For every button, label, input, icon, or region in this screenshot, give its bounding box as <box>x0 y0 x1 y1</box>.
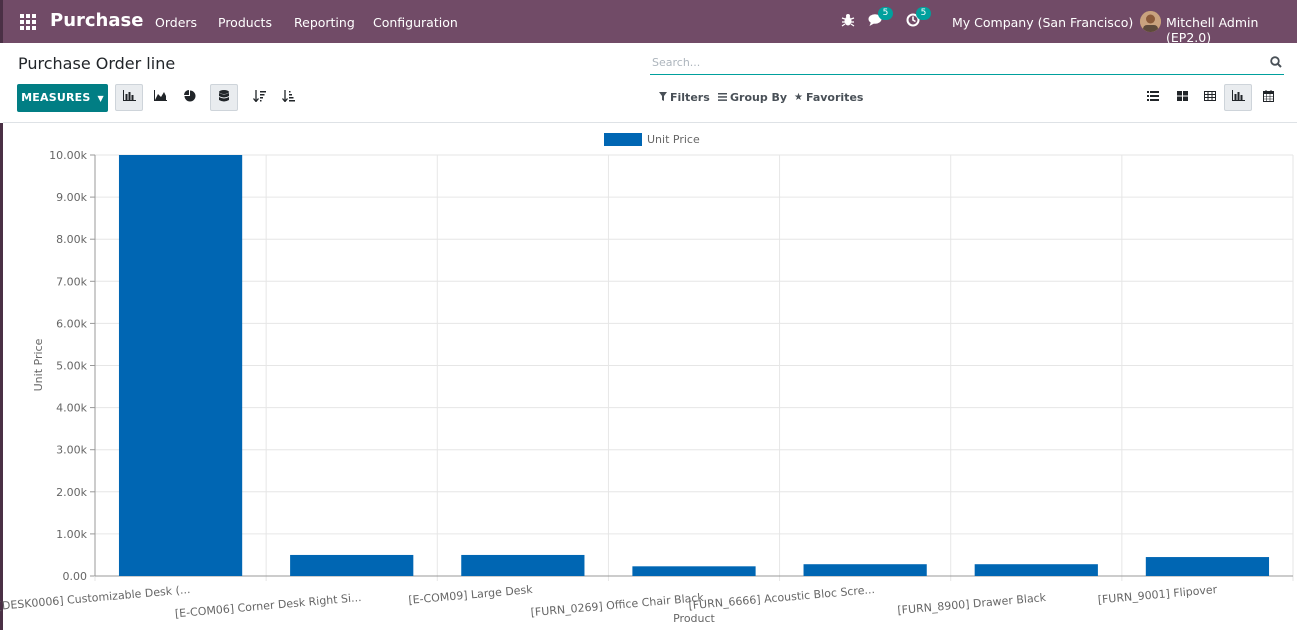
y-tick-label: 4.00k <box>56 402 87 415</box>
area-chart-icon <box>153 90 167 105</box>
database-stack-icon <box>219 89 229 106</box>
kanban-view-icon <box>1176 90 1188 105</box>
y-tick-label: 2.00k <box>56 486 87 499</box>
activities-badge: 5 <box>916 7 931 20</box>
chart-bar[interactable] <box>1145 557 1270 576</box>
chart-bar[interactable] <box>974 564 1098 576</box>
user-avatar[interactable] <box>1140 11 1161 32</box>
debug-bug-icon[interactable] <box>841 13 859 31</box>
caret-down-icon: ▼ <box>97 94 104 103</box>
x-tick-label: [FURN_6666] Acoustic Bloc Scre... <box>688 583 875 612</box>
pie-chart-mode-button[interactable] <box>176 84 204 111</box>
user-menu[interactable]: Mitchell Admin (EP2.0) <box>1166 15 1259 45</box>
x-tick-label: [DESK0006] Customizable Desk (... <box>0 583 191 613</box>
bar-chart-mode-button[interactable] <box>115 84 143 111</box>
app-menu-grid-icon[interactable] <box>20 14 36 30</box>
line-chart-mode-button[interactable] <box>146 84 174 111</box>
menu-orders[interactable]: Orders <box>155 15 198 30</box>
menu-products[interactable]: Products <box>218 15 272 30</box>
search-input[interactable] <box>650 52 1252 72</box>
y-tick-label: 5.00k <box>56 360 87 373</box>
bar-chart: 0.00 1.00k 2.00k 3.00k 4.00k 5.00k 6.00k 7.00k 8… <box>0 133 1294 625</box>
activities-clock-icon[interactable]: 5 <box>906 7 931 31</box>
messages-chat-icon[interactable]: 5 <box>868 7 893 31</box>
page-title: Purchase Order line <box>18 54 176 73</box>
sort-amount-desc-icon <box>252 89 266 106</box>
star-icon: ★ <box>794 92 803 103</box>
search-icon[interactable] <box>1270 56 1282 68</box>
x-tick-label: [FURN_8900] Drawer Black <box>897 591 1047 617</box>
bar-chart-icon <box>122 90 136 105</box>
stacked-toggle-button[interactable] <box>210 84 238 111</box>
y-tick-label: 3.00k <box>56 444 87 457</box>
app-brand[interactable]: Purchase <box>50 10 144 31</box>
pivot-view-button[interactable] <box>1196 84 1224 111</box>
y-axis-title: Unit Price <box>32 338 45 391</box>
menu-configuration[interactable]: Configuration <box>373 15 458 30</box>
chart-bar[interactable] <box>803 564 927 576</box>
groupby-label: Group By <box>730 91 788 104</box>
list-view-button[interactable] <box>1139 84 1167 111</box>
messages-badge: 5 <box>878 7 893 20</box>
sort-amount-asc-icon <box>281 89 295 106</box>
y-tick-label: 8.00k <box>56 233 87 246</box>
company-switcher[interactable]: My Company (San Francisco) <box>952 15 1134 30</box>
graph-view-button[interactable] <box>1224 84 1252 111</box>
sort-descending-button[interactable] <box>245 84 273 111</box>
favorites-dropdown[interactable]: ★ Favorites <box>794 91 863 104</box>
x-tick-label: [FURN_9001] Flipover <box>1097 583 1218 606</box>
y-tick-label: 10.00k <box>49 149 87 162</box>
chart-bar[interactable] <box>461 554 585 576</box>
filters-label: Filters <box>670 91 710 104</box>
graph-view-icon <box>1231 90 1245 105</box>
groupby-dropdown[interactable]: Group By <box>718 91 787 104</box>
top-navbar: Purchase Orders Products Reporting Confi… <box>0 0 1297 45</box>
pivot-table-icon <box>1204 90 1216 105</box>
search-bar <box>650 52 1284 75</box>
menu-reporting[interactable]: Reporting <box>294 15 355 30</box>
legend-swatch[interactable] <box>604 133 642 146</box>
control-panel-divider <box>3 122 1297 123</box>
filters-dropdown[interactable]: Filters <box>659 91 710 104</box>
sort-ascending-button[interactable] <box>274 84 302 111</box>
kanban-view-button[interactable] <box>1168 84 1196 111</box>
x-tick-label: [E-COM09] Large Desk <box>408 583 534 607</box>
bars-icon <box>718 91 727 104</box>
calendar-view-button[interactable] <box>1254 84 1282 111</box>
measures-label: MEASURES <box>21 91 91 104</box>
x-tick-label: [E-COM06] Corner Desk Right Si... <box>174 591 362 620</box>
chart-bar[interactable] <box>118 155 243 576</box>
filter-funnel-icon <box>659 91 667 104</box>
chart-bar[interactable] <box>290 554 414 576</box>
y-tick-label: 1.00k <box>56 528 87 541</box>
favorites-label: Favorites <box>805 91 864 104</box>
y-tick-label: 6.00k <box>56 317 87 330</box>
y-tick-label: 7.00k <box>56 275 87 288</box>
x-axis-title: Product <box>673 612 715 625</box>
calendar-icon <box>1262 89 1274 106</box>
y-tick-label: 9.00k <box>56 191 87 204</box>
window-left-edge <box>0 123 3 630</box>
chart-bar[interactable] <box>632 566 756 576</box>
y-tick-label: 0.00 <box>63 570 88 583</box>
measures-dropdown-button[interactable]: MEASURES ▼ <box>17 84 108 112</box>
list-view-icon <box>1147 90 1159 105</box>
pie-chart-icon <box>184 89 196 106</box>
legend-label[interactable]: Unit Price <box>647 133 700 146</box>
